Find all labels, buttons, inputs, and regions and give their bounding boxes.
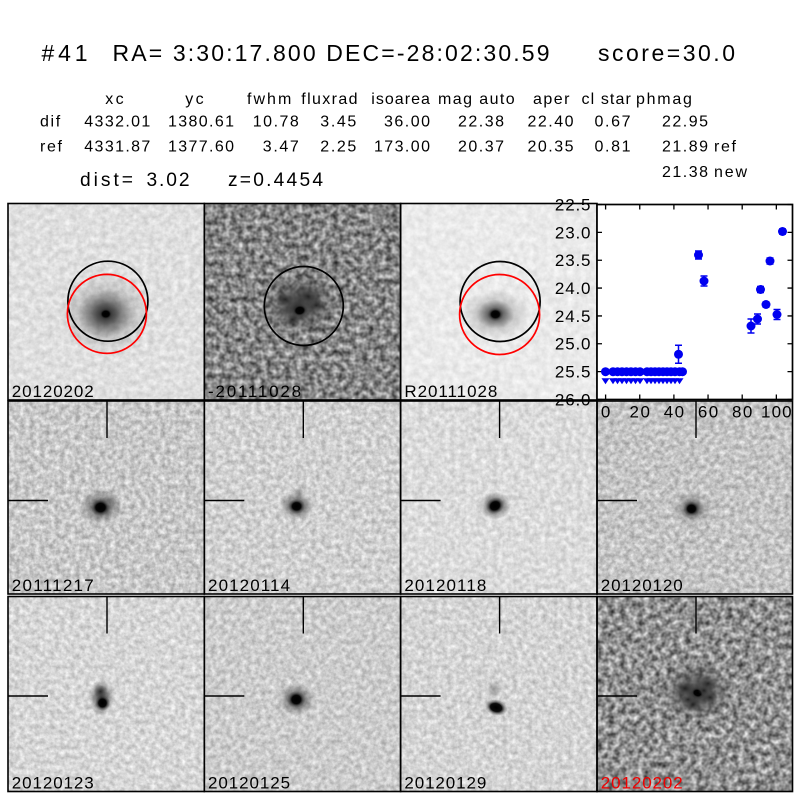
- svg-text:0: 0: [601, 403, 610, 422]
- svg-text:4331.87: 4331.87: [84, 139, 150, 156]
- svg-text:21.89: 21.89: [662, 139, 708, 156]
- svg-text:mag auto: mag auto: [438, 91, 515, 108]
- svg-text:22.38: 22.38: [458, 114, 504, 131]
- svg-text:3.45: 3.45: [320, 114, 356, 131]
- svg-text:20120129: 20120129: [404, 773, 486, 792]
- svg-text:22.95: 22.95: [662, 114, 708, 131]
- svg-text:36.00: 36.00: [384, 114, 430, 131]
- svg-text:RA= 3:30:17.800 DEC=-28:02:30.: RA= 3:30:17.800 DEC=-28:02:30.59: [113, 40, 550, 66]
- svg-text:fwhm: fwhm: [247, 91, 291, 108]
- svg-text:10.78: 10.78: [253, 114, 299, 131]
- svg-text:-20111028: -20111028: [208, 382, 301, 401]
- svg-text:21.38: 21.38: [662, 164, 708, 181]
- svg-text:ref: ref: [40, 139, 63, 156]
- svg-text:4332.01: 4332.01: [84, 114, 150, 131]
- svg-text:20120202: 20120202: [601, 773, 683, 792]
- svg-text:0.81: 0.81: [595, 139, 631, 156]
- svg-text:40: 40: [664, 403, 684, 422]
- svg-text:R20111028: R20111028: [404, 382, 497, 401]
- svg-text:20120118: 20120118: [404, 576, 486, 595]
- svg-text:dist=: dist=: [80, 170, 133, 191]
- svg-text:20120202: 20120202: [12, 382, 94, 401]
- svg-text:fluxrad: fluxrad: [301, 91, 357, 108]
- svg-text:3.47: 3.47: [263, 139, 299, 156]
- svg-text:23.0: 23.0: [555, 223, 591, 242]
- svg-text:20.35: 20.35: [528, 139, 574, 156]
- svg-text:60: 60: [698, 403, 718, 422]
- svg-text:22.5: 22.5: [555, 195, 591, 214]
- svg-text:1377.60: 1377.60: [168, 139, 234, 156]
- svg-text:z=0.4454: z=0.4454: [228, 170, 323, 191]
- svg-text:#41: #41: [42, 40, 88, 66]
- svg-text:25.5: 25.5: [555, 363, 591, 382]
- svg-text:20: 20: [630, 403, 650, 422]
- svg-text:aper: aper: [533, 91, 570, 108]
- svg-text:ref: ref: [714, 139, 737, 156]
- svg-text:2.25: 2.25: [320, 139, 356, 156]
- svg-text:3.02: 3.02: [147, 170, 190, 191]
- svg-text:100: 100: [761, 403, 792, 422]
- svg-text:20120114: 20120114: [208, 576, 290, 595]
- svg-text:24.0: 24.0: [555, 279, 591, 298]
- svg-text:score=30.0: score=30.0: [598, 40, 735, 66]
- svg-text:new: new: [714, 164, 747, 181]
- svg-text:dif: dif: [40, 114, 61, 131]
- svg-text:24.5: 24.5: [555, 307, 591, 326]
- svg-text:20120123: 20120123: [12, 773, 94, 792]
- svg-text:20111217: 20111217: [12, 576, 94, 595]
- svg-text:25.0: 25.0: [555, 335, 591, 354]
- svg-text:cl star: cl star: [582, 91, 632, 108]
- svg-text:173.00: 173.00: [374, 139, 430, 156]
- svg-text:phmag: phmag: [636, 91, 692, 108]
- svg-text:26.0: 26.0: [555, 390, 591, 409]
- svg-text:20120125: 20120125: [208, 773, 290, 792]
- svg-text:22.40: 22.40: [528, 114, 574, 131]
- svg-text:0.67: 0.67: [595, 114, 631, 131]
- svg-text:isoarea: isoarea: [371, 91, 430, 108]
- svg-text:20.37: 20.37: [458, 139, 504, 156]
- svg-text:23.5: 23.5: [555, 251, 591, 270]
- svg-text:80: 80: [732, 403, 752, 422]
- svg-text:1380.61: 1380.61: [168, 114, 234, 131]
- svg-text:20120120: 20120120: [601, 576, 683, 595]
